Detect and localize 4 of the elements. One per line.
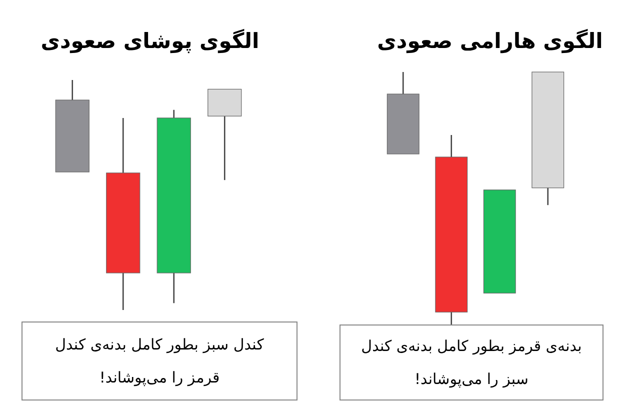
text: بدنه‌ی قرمز بطور کامل بدنه‌ی کندل سبز را می‌پوشاند!	[361, 337, 582, 388]
text: کندل سبز بطور کامل بدنه‌ی کندل قرمز را می‌پوشاند!	[55, 336, 265, 386]
chart-title: الگوی پوشای صعودی	[40, 28, 260, 54]
chart-title: الگوی هارامی صعودی	[377, 28, 603, 54]
